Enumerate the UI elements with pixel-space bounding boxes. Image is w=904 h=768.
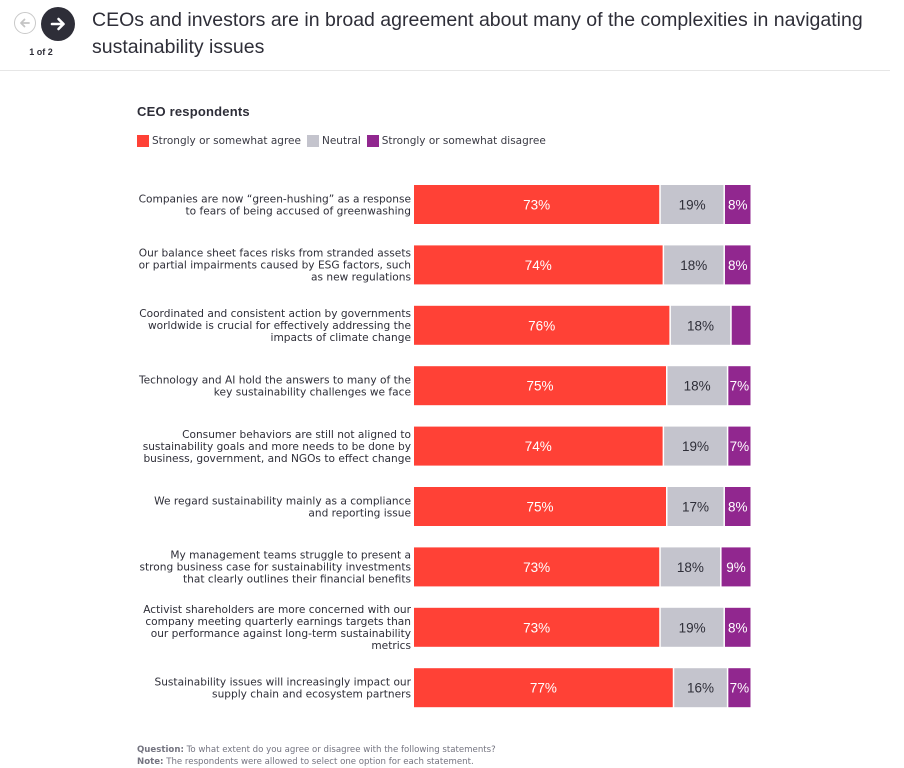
bar-segment-disagree [728,668,751,708]
page-indicator: 1 of 2 [29,47,53,57]
footnote-question: Question: To what extent do you agree or… [137,745,496,757]
bar-segment-neutral [660,547,721,587]
bar-segment-agree [414,547,660,587]
data-label-agree: 76% [528,318,555,333]
bar-segment-agree [414,487,666,526]
data-label-disagree: 7% [730,379,750,394]
data-label-neutral: 18% [680,258,707,273]
data-label-neutral: 16% [687,681,714,696]
data-label-neutral: 19% [679,620,706,635]
bar-segment-disagree [724,185,751,224]
bar-segment-disagree [731,305,751,345]
footnote-note: Note: The respondents were allowed to se… [137,757,496,768]
data-label-disagree: 8% [728,620,748,635]
category-label: Sustainability issues will increasingly … [154,677,411,701]
bar-segment-agree [414,366,666,406]
data-label-disagree: 7% [730,681,750,696]
legend-label-neutral: Neutral [321,135,361,147]
footnote: Question: To what extent do you agree or… [137,745,496,768]
data-label-agree: 77% [530,681,557,696]
data-label-agree: 75% [526,379,553,394]
legend-swatch-disagree [366,135,379,147]
legend-item-disagree: Strongly or somewhat disagree [366,135,546,147]
bar-segment-agree [414,305,670,345]
legend-swatch-agree [137,135,149,147]
bar-segment-agree [414,668,673,708]
bar-segment-neutral [674,668,727,708]
data-label-agree: 74% [525,439,552,454]
chart-legend: Strongly or somewhat agree Neutral Stron… [137,135,552,147]
bar-segment-neutral [664,426,727,466]
bar-segment-disagree [721,547,751,587]
bar-segment-disagree [728,366,751,406]
data-label-neutral: 17% [682,500,709,515]
page-title: CEOs and investors are in broad agreemen… [92,9,863,58]
data-label-agree: 74% [525,258,552,273]
data-label-disagree: 8% [728,500,748,515]
note-label: Note: [137,756,164,767]
legend-label-agree: Strongly or somewhat agree [152,135,301,147]
arrow-right-icon [50,17,65,31]
bar-segment-disagree [724,487,751,526]
category-label: Activist shareholders are more concerned… [143,604,411,652]
data-label-neutral: 18% [677,560,704,575]
bar-segment-disagree [728,426,751,466]
data-label-agree: 73% [523,620,550,635]
bar-segment-neutral [660,185,724,224]
category-label: Consumer behaviors are still not aligned… [143,429,411,465]
bar-segment-neutral [660,607,724,647]
data-label-disagree: 7% [730,439,750,454]
previous-button[interactable] [14,12,36,34]
header: 1 of 2 CEOs and investors are in broad a… [0,0,890,71]
data-label-agree: 73% [523,560,550,575]
data-label-disagree: 8% [728,198,748,213]
stacked-bar-chart: Companies are now “green-hushing” as a r… [138,185,751,708]
question-text: To what extent do you agree or disagree … [186,745,496,755]
bar-segment-neutral [667,487,724,526]
data-label-neutral: 18% [687,318,714,333]
data-label-agree: 73% [523,198,550,213]
arrow-left-icon [20,18,30,28]
category-label: My management teams struggle to present … [139,550,411,586]
data-label-disagree: 8% [728,258,748,273]
next-button[interactable] [41,7,75,41]
legend-swatch-neutral [306,135,319,147]
legend-item-agree: Strongly or somewhat agree [137,135,301,147]
category-label: Our balance sheet faces risks from stran… [139,248,411,284]
legend-label-disagree: Strongly or somewhat disagree [381,135,546,147]
data-label-neutral: 19% [682,439,709,454]
category-label: Coordinated and consistent action by gov… [139,308,411,344]
chart-title: CEO respondents [137,104,250,119]
data-label-neutral: 18% [684,379,711,394]
bar-segment-neutral [667,366,727,406]
category-label: Technology and AI hold the answers to ma… [138,375,411,399]
bar-segment-agree [414,245,663,285]
bar-segment-agree [414,185,660,224]
bar-segment-neutral [664,245,724,285]
category-label: Companies are now “green-hushing” as a r… [139,193,411,217]
question-label: Question: [137,745,184,755]
bar-segment-agree [414,426,663,466]
bar-segment-agree [414,607,660,647]
data-label-agree: 75% [526,500,553,515]
note-text: The respondents were allowed to select o… [166,756,474,767]
bar-segment-neutral [670,305,731,345]
category-label: We regard sustainability mainly as a com… [154,495,411,519]
bar-segment-disagree [724,245,751,285]
data-label-neutral: 19% [679,198,706,213]
bar-segment-disagree [724,607,751,647]
data-label-disagree: 9% [726,560,746,575]
legend-item-neutral: Neutral [306,135,361,147]
